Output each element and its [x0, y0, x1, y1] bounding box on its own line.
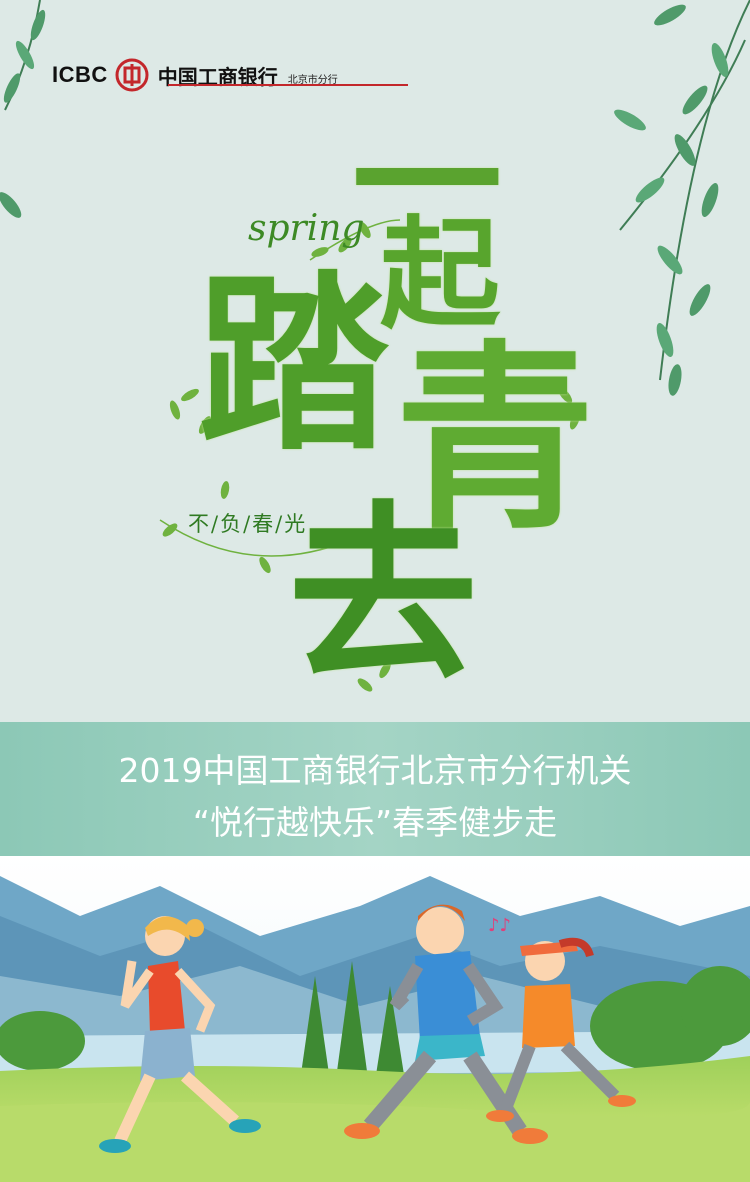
- title-char-4: 青: [395, 322, 596, 557]
- runners-illustration: ♪♪: [0, 856, 750, 1182]
- svg-text:♪♪: ♪♪: [488, 915, 511, 936]
- icbc-wordmark: ICBC: [52, 62, 108, 87]
- runner-woman-left: [99, 916, 261, 1153]
- title-char-3: 踏: [198, 253, 389, 476]
- willow-branch-left: [0, 0, 46, 218]
- runner-man-middle: ♪♪: [344, 904, 548, 1144]
- decorative-leaves: [159, 219, 581, 692]
- branch-name: 北京市分行: [287, 74, 338, 86]
- logo-underline: [168, 84, 408, 86]
- motto-text: 不/负/春/光: [188, 512, 308, 536]
- title-char-5: 去: [288, 483, 479, 706]
- poster-top: ICBC 中国工商银行 北京市分行 spring 一: [0, 0, 750, 706]
- runner-girl-right: [486, 937, 636, 1122]
- event-banner: 2019中国工商银行北京市分行机关 “悦行越快乐”春季健步走: [0, 722, 750, 856]
- bank-logo: ICBC 中国工商银行 北京市分行: [52, 58, 338, 92]
- event-title-line-1: 2019中国工商银行北京市分行机关: [118, 751, 632, 790]
- event-title-line-2: “悦行越快乐”春季健步走: [192, 803, 558, 842]
- title-char-1: 一: [352, 95, 503, 271]
- willow-branch-right: [614, 0, 750, 396]
- spring-script: spring: [248, 208, 365, 249]
- title-char-2: 起: [380, 204, 500, 345]
- icbc-emblem-icon: [115, 58, 149, 92]
